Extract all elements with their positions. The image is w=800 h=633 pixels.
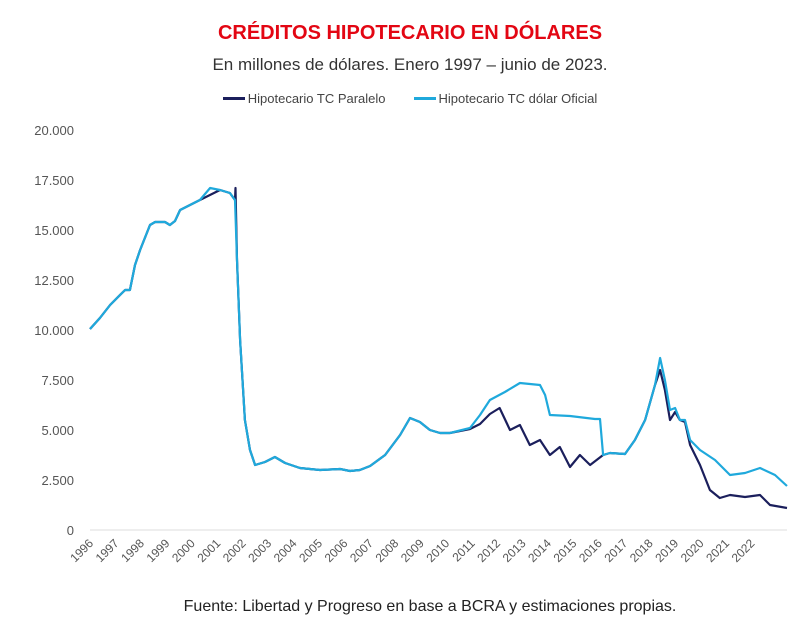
x-tick-label: 2022 — [729, 536, 758, 565]
y-tick-label: 17.500 — [34, 173, 74, 188]
legend-swatch-oficial — [413, 97, 436, 100]
legend-label-paralelo: Hipotecario TC Paralelo — [247, 91, 386, 106]
legend: Hipotecario TC Paralelo Hipotecario TC d… — [0, 91, 800, 106]
x-tick-label: 2015 — [551, 536, 580, 565]
y-tick-label: 2.500 — [41, 473, 74, 488]
x-tick-label: 2011 — [450, 536, 478, 564]
chart-source: Fuente: Libertad y Progreso en base a BC… — [183, 598, 677, 615]
legend-item-paralelo: Hipotecario TC Paralelo — [222, 91, 386, 106]
x-tick-label: 2003 — [245, 536, 274, 565]
y-tick-label: 5.000 — [41, 423, 74, 438]
x-tick-label: 1996 — [67, 536, 96, 565]
x-tick-label: 2004 — [271, 536, 300, 565]
x-tick-label: 1999 — [144, 536, 173, 565]
y-tick-label: 0 — [67, 523, 74, 538]
series-line-oficial — [89, 186, 788, 487]
legend-label-oficial: Hipotecario TC dólar Oficial — [438, 91, 598, 106]
x-tick-label: 2019 — [652, 536, 681, 565]
x-tick-label: 2007 — [347, 536, 376, 565]
x-tick-label: 2008 — [373, 536, 402, 565]
x-tick-label: 2016 — [576, 536, 605, 565]
x-tick-label: 2000 — [169, 536, 198, 565]
x-tick-label: 2017 — [602, 536, 631, 565]
x-tick-label: 2014 — [525, 536, 554, 565]
x-tick-label: 2021 — [703, 536, 732, 565]
x-tick-label: 2010 — [423, 536, 452, 565]
x-tick-label: 2020 — [678, 536, 707, 565]
chart-title: CRÉDITOS HIPOTECARIO EN DÓLARES — [217, 22, 603, 44]
x-tick-label: 2002 — [220, 536, 249, 565]
chart-subtitle: En millones de dólares. Enero 1997 – jun… — [212, 55, 608, 74]
x-tick-label: 1998 — [118, 536, 147, 565]
x-tick-label: 2005 — [296, 536, 325, 565]
x-tick-label: 2013 — [500, 536, 529, 565]
y-tick-label: 12.500 — [34, 273, 74, 288]
y-tick-label: 15.000 — [34, 223, 74, 238]
x-tick-label: 2001 — [195, 536, 224, 565]
legend-item-oficial: Hipotecario TC dólar Oficial — [413, 91, 598, 106]
x-tick-label: 1997 — [93, 536, 122, 565]
y-tick-label: 10.000 — [34, 323, 74, 338]
series-line-paralelo — [89, 186, 788, 510]
x-tick-label: 2006 — [322, 536, 351, 565]
y-tick-label: 7.500 — [41, 373, 74, 388]
x-tick-label: 2018 — [627, 536, 656, 565]
legend-swatch-paralelo — [222, 97, 245, 100]
x-tick-label: 2009 — [398, 536, 427, 565]
y-tick-label: 20.000 — [34, 123, 74, 138]
x-tick-label: 2012 — [474, 536, 503, 565]
